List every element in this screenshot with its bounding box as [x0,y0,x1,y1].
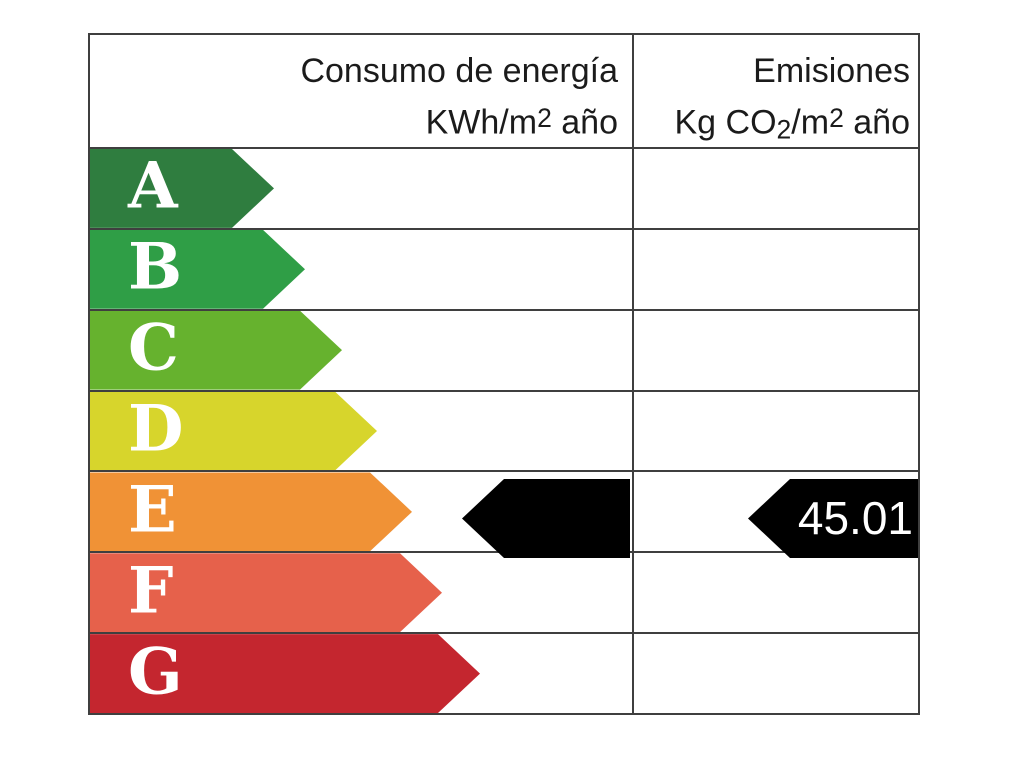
rating-arrow-g: G [90,634,480,713]
rating-letter-a: A [128,148,178,224]
rating-row-g: G [90,632,918,713]
table-header: Consumo de energía KWh/m2 año Emisiones … [90,35,918,147]
rating-row-a: A [90,147,918,228]
rating-arrow-a: A [90,149,274,228]
rating-arrow-c: C [90,311,342,390]
energy-rating-table: Consumo de energía KWh/m2 año Emisiones … [88,33,920,715]
rating-row-c: C [90,308,918,390]
rating-arrow-e: E [90,472,412,551]
rating-row-b: B [90,227,918,309]
superscript-2: 2 [537,103,552,133]
emissions-marker: 45.01 [748,479,918,558]
rating-arrow-b: B [90,230,305,309]
rating-letter-b: B [128,229,183,305]
rating-letter-d: D [128,391,184,467]
rating-letter-e: E [128,472,177,548]
emissions-header-line2: Kg CO2/m2 año [674,103,910,145]
rating-row-d: D [90,389,918,471]
subscript-2: 2 [776,114,792,145]
superscript-2: 2 [829,103,844,133]
emissions-column-header: Emisiones Kg CO2/m2 año [642,48,910,153]
rating-arrow-f: F [90,553,442,632]
consumption-header-line1: Consumo de energía [300,52,618,90]
rating-letter-f: F [128,552,174,628]
consumption-column-header: Consumo de energía KWh/m2 año [90,48,618,147]
rating-letter-g: G [128,633,183,709]
rating-row-f: F [90,551,918,632]
emissions-header-line1: Emisiones [753,52,910,90]
rating-letter-c: C [128,310,179,386]
rating-rows: A B C D E F [90,147,918,713]
emissions-value: 45.01 [797,492,913,544]
rating-row-e: E [90,470,918,551]
rating-arrow-d: D [90,392,377,471]
consumption-header-line2: KWh/m2 año [425,103,618,142]
column-divider-line [632,35,634,713]
